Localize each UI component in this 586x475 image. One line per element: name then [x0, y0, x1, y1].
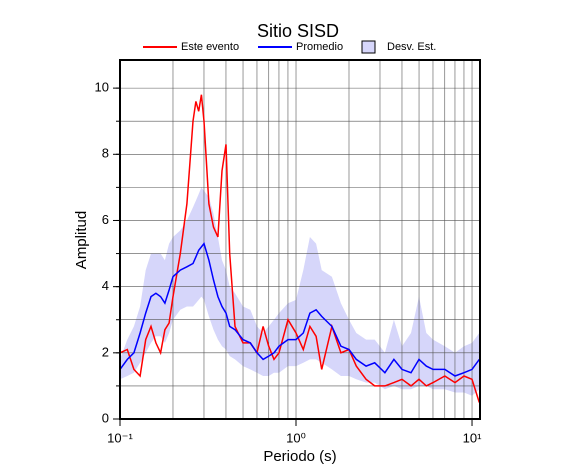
- y-tick-label: 10: [95, 80, 109, 95]
- std-band: [120, 187, 480, 396]
- series-line: [119, 94, 481, 403]
- x-tick-label: 10⁰: [286, 430, 306, 445]
- series-line: [119, 241, 480, 377]
- legend-swatch: [361, 40, 376, 54]
- chart-title: Sitio SISD: [257, 21, 339, 41]
- x-tick-label: 10¹: [463, 430, 482, 445]
- y-tick-label: 6: [102, 212, 109, 227]
- y-axis-label: Amplitud: [73, 211, 90, 269]
- x-tick-label: 10⁻¹: [107, 430, 133, 445]
- y-tick-label: 4: [102, 278, 109, 293]
- plot-frame: [119, 59, 481, 420]
- x-axis-label: Periodo (s): [263, 448, 336, 465]
- legend: Este evento Promedio Desv. Est.: [143, 40, 436, 54]
- legend-label: Este evento: [181, 41, 239, 53]
- y-tick-label: 8: [102, 146, 109, 161]
- y-tick-label: 0: [102, 410, 109, 425]
- y-tick-label: 2: [102, 344, 109, 359]
- legend-label: Desv. Est.: [387, 41, 436, 53]
- legend-label: Promedio: [296, 41, 343, 53]
